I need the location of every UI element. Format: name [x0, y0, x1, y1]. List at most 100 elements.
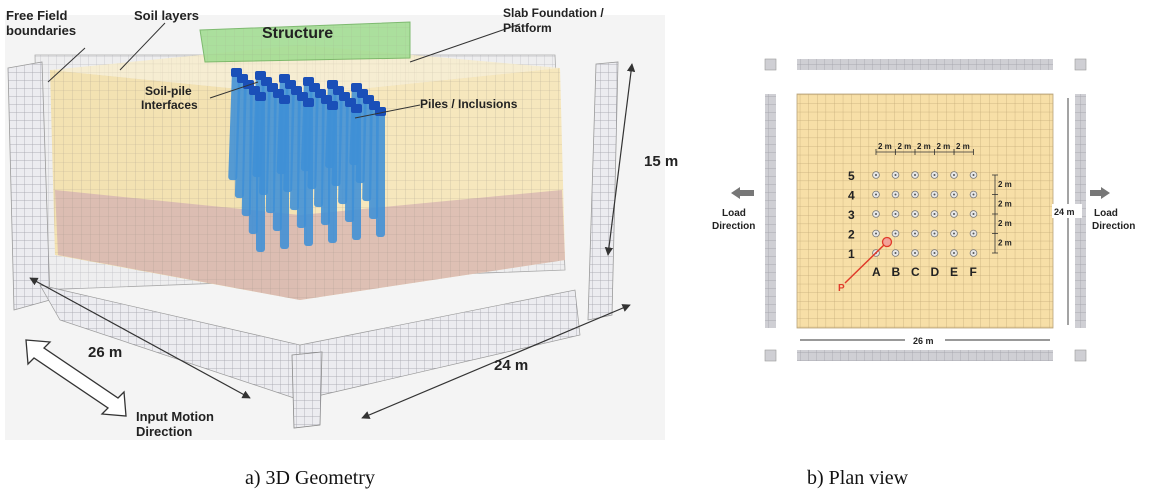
pile-plan-center — [894, 252, 897, 254]
panel-plan-view: 5 4 3 2 1 A B C D E F 2 m 2 m 2 m 2 m 2 m 2 m 2 m 2 m2 m … — [712, 58, 1135, 489]
column-label: F — [970, 265, 977, 279]
row-label: 2 — [848, 228, 855, 242]
label-free-field: Free Field — [6, 8, 67, 23]
pile-plan-center — [972, 232, 975, 235]
piles-group — [228, 68, 386, 252]
column-label: E — [950, 265, 958, 279]
pile-plan-center — [914, 193, 916, 196]
pile-plan-center — [875, 213, 877, 215]
pile-3d-top — [255, 92, 266, 101]
label-depth: 24 m — [494, 357, 528, 374]
pile-plan-center — [933, 252, 936, 254]
pile-3d — [280, 97, 289, 249]
label-slab-foundation: Slab Foundation / — [503, 6, 604, 20]
pile-plan-center — [972, 252, 975, 254]
pile-plan-center — [875, 193, 877, 196]
corner-boundary-br — [1074, 349, 1087, 362]
label-width: 26 m — [88, 344, 122, 361]
pile-plan-center — [933, 232, 936, 235]
column-label: D — [931, 265, 940, 279]
load-right-label-2: Direction — [1092, 221, 1135, 232]
pile-plan-center — [953, 193, 955, 196]
pile-plan-center — [914, 252, 916, 254]
pile-plan-center — [972, 213, 975, 215]
row-label: 3 — [848, 208, 855, 222]
width-dimension-line — [29, 277, 251, 399]
pile-3d-top — [351, 104, 362, 113]
pile-plan-center — [894, 174, 897, 176]
corner-boundary-tl — [764, 58, 777, 71]
label-input-motion: Input Motion — [136, 409, 214, 424]
column-label: C — [911, 265, 920, 279]
row-label: 1 — [848, 247, 855, 261]
pile-plan-center — [972, 174, 975, 176]
caption-3d-geometry: a) 3D Geometry — [245, 467, 375, 489]
load-right-label-1: Load — [1094, 208, 1118, 219]
spacing-label-vertical: 2 m — [998, 239, 1012, 248]
label-platform: Platform — [503, 21, 552, 35]
pile-plan-center — [894, 213, 897, 215]
pile-plan-center — [914, 174, 916, 176]
spacing-label-vertical: 2 m — [998, 200, 1012, 209]
label-soil-pile: Soil-pile — [145, 84, 192, 98]
pile-plan-center — [894, 232, 897, 235]
pile-3d-top — [327, 101, 338, 110]
point-p-leader — [844, 243, 886, 284]
pile-3d — [376, 109, 385, 237]
pile-plan-center — [953, 232, 955, 235]
pile-plan-center — [953, 174, 955, 176]
pile-plan-center — [875, 174, 877, 176]
point-p-label: P — [838, 283, 845, 294]
pile-plan-center — [933, 174, 936, 176]
label-interfaces: Interfaces — [141, 98, 198, 112]
label-direction: Direction — [136, 424, 192, 439]
pile-plan-center — [914, 213, 916, 215]
label-piles: Piles / Inclusions — [420, 97, 518, 111]
label-soil-layers: Soil layers — [134, 8, 199, 23]
input-motion-arrow — [25, 339, 127, 417]
pile-3d — [328, 103, 337, 243]
height-dimension-line — [604, 63, 636, 256]
pile-plan-center — [953, 252, 955, 254]
label-structure: Structure — [262, 25, 333, 42]
pile-3d — [256, 94, 265, 252]
load-arrow-right — [1090, 187, 1110, 199]
pile-plan-center — [914, 232, 916, 235]
pile-plan-center — [894, 193, 897, 196]
load-left-label-2: Direction — [712, 221, 755, 232]
pile-3d-top — [375, 107, 386, 116]
row-label: 5 — [848, 169, 855, 183]
load-arrow-left — [731, 187, 754, 199]
spacing-label-horizontal: 2 m — [956, 142, 970, 151]
plan-width-label: 26 m — [913, 336, 934, 346]
corner-boundary-bl — [764, 349, 777, 362]
depth-dimension-line — [361, 304, 631, 419]
spacing-label-vertical: 2 m — [998, 180, 1012, 189]
pile-3d-top — [303, 98, 314, 107]
corner-boundary-tr — [1074, 58, 1087, 71]
caption-plan-view: b) Plan view — [807, 467, 909, 489]
label-boundaries: boundaries — [6, 23, 76, 38]
spacing-label-horizontal: 2 m — [937, 142, 951, 151]
spacing-marks: 2 m 2 m 2 m 2 m 2 m 2 m 2 m 2 m 2 m — [875, 142, 1012, 254]
spacing-label-horizontal: 2 m — [898, 142, 912, 151]
load-left-label-1: Load — [722, 208, 746, 219]
column-label: A — [872, 265, 881, 279]
spacing-label-vertical: 2 m — [998, 219, 1012, 228]
pile-3d-top — [279, 95, 290, 104]
plan-height-label: 24 m — [1054, 207, 1075, 217]
column-label: B — [892, 265, 901, 279]
pile-plan-center — [933, 193, 936, 196]
panel-3d-geometry: Free Field boundaries Soil layers Struct… — [5, 6, 678, 489]
pile-plan-center — [953, 213, 955, 215]
pile-3d — [352, 106, 361, 240]
spacing-label-horizontal: 2 m — [917, 142, 931, 151]
spacing-label-horizontal: 2 m — [878, 142, 892, 151]
pile-plan-center — [933, 213, 936, 215]
point-p-marker — [881, 236, 893, 248]
row-label: 4 — [848, 189, 855, 203]
pile-plan-center — [875, 232, 877, 235]
pile-plan-center — [972, 193, 975, 196]
label-height: 15 m — [644, 153, 678, 170]
